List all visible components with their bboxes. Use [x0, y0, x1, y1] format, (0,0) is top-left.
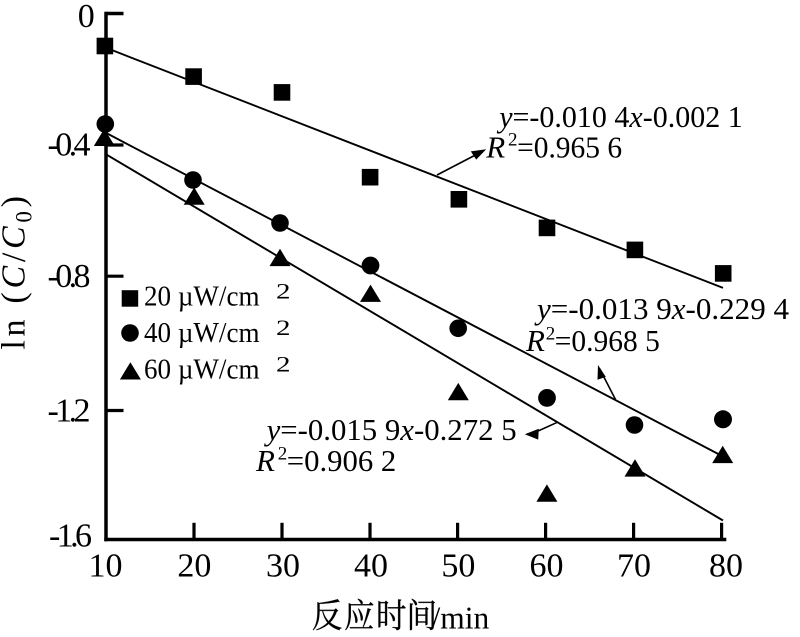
svg-text:=0.906 2: =0.906 2 — [287, 443, 397, 478]
svg-text:=0.965 6: =0.965 6 — [517, 129, 622, 164]
svg-text:/min: /min — [432, 601, 490, 636]
svg-text:80: 80 — [709, 548, 743, 585]
svg-text:40 µW/cm: 40 µW/cm — [144, 318, 260, 349]
svg-text:10: 10 — [89, 548, 123, 585]
svg-text:ln (C/C0): ln (C/C0) — [0, 192, 37, 349]
svg-text:2: 2 — [278, 443, 288, 464]
svg-text:-1.2: -1.2 — [48, 393, 91, 430]
svg-text:60 µW/cm: 60 µW/cm — [144, 355, 260, 386]
svg-text:0: 0 — [78, 0, 95, 35]
svg-text:2: 2 — [546, 324, 556, 345]
svg-text:30: 30 — [266, 548, 300, 585]
svg-text:-0.4: -0.4 — [48, 127, 91, 164]
svg-text:70: 70 — [617, 548, 651, 585]
svg-text:20 µW/cm: 20 µW/cm — [144, 282, 260, 313]
svg-text:50: 50 — [441, 548, 475, 585]
svg-text:60: 60 — [530, 548, 564, 585]
svg-text:2: 2 — [276, 315, 291, 340]
svg-text:40: 40 — [354, 548, 388, 585]
svg-text:-1.6: -1.6 — [49, 518, 92, 555]
svg-text:y=-0.013 9x-0.229 4: y=-0.013 9x-0.229 4 — [534, 291, 789, 326]
svg-text:2: 2 — [508, 130, 518, 151]
svg-text:2: 2 — [276, 279, 291, 304]
svg-text:=0.968 5: =0.968 5 — [555, 323, 660, 358]
svg-text:R: R — [525, 323, 545, 358]
svg-text:2: 2 — [276, 352, 291, 377]
svg-text:y=-0.010 4x-0.002 1: y=-0.010 4x-0.002 1 — [496, 99, 742, 134]
svg-text:20: 20 — [177, 548, 211, 585]
svg-text:R: R — [255, 443, 275, 478]
svg-text:-0.8: -0.8 — [48, 258, 91, 295]
svg-text:y=-0.015 9x-0.272 5: y=-0.015 9x-0.272 5 — [264, 412, 517, 447]
svg-text:R: R — [485, 129, 505, 164]
